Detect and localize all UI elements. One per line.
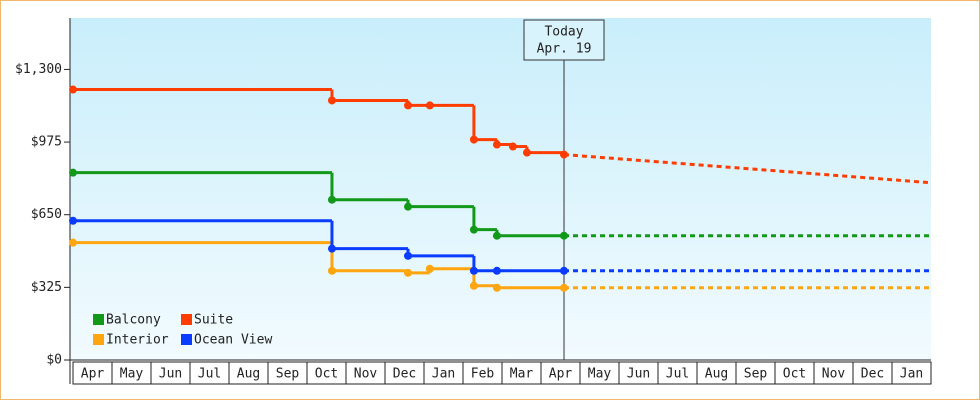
x-tick-label: Aug — [705, 367, 728, 382]
point — [560, 266, 569, 275]
x-tick-label: Nov — [822, 367, 846, 382]
x-tick-label: Aug — [237, 367, 260, 382]
point — [425, 101, 434, 110]
x-tick-label: Jun — [627, 367, 650, 382]
x-tick-label: Sep — [276, 367, 300, 382]
legend-swatch — [93, 314, 104, 325]
x-tick-label: Jan — [432, 367, 455, 382]
x-cell — [891, 361, 932, 385]
point — [469, 225, 478, 234]
x-tick-label: Mar — [510, 367, 534, 382]
point — [560, 150, 569, 159]
x-tick-label: Apr — [549, 367, 573, 382]
x-tick-label: Oct — [315, 367, 338, 382]
today-date: Apr. 19 — [537, 42, 592, 57]
point — [469, 281, 478, 290]
legend-label: Suite — [194, 313, 233, 328]
point — [404, 202, 413, 211]
point — [69, 238, 77, 247]
legend-label: Balcony — [106, 313, 161, 328]
x-tick-label: Nov — [354, 367, 378, 382]
today-title: Today — [544, 25, 583, 40]
x-tick-label: Apr — [81, 367, 105, 382]
point — [327, 244, 336, 253]
point — [404, 251, 413, 260]
point — [469, 135, 478, 144]
x-tick-label: Jul — [666, 367, 689, 382]
x-tick-label: Jun — [159, 367, 182, 382]
x-tick-label: Oct — [783, 367, 806, 382]
point — [69, 216, 77, 225]
legend-swatch — [93, 334, 104, 345]
plot-area — [70, 18, 931, 360]
x-tick-label: Dec — [393, 367, 416, 382]
y-tick-label: $325 — [31, 280, 62, 295]
point — [469, 266, 478, 275]
point — [492, 140, 501, 149]
legend-label: Ocean View — [194, 333, 272, 348]
point — [327, 266, 336, 275]
point — [560, 283, 569, 292]
x-tick-label: Sep — [744, 367, 768, 382]
x-tick-label: Jan — [900, 367, 923, 382]
y-tick-label: $650 — [31, 207, 62, 222]
point — [327, 96, 336, 105]
legend-swatch — [181, 334, 192, 345]
point — [560, 231, 569, 240]
today-box — [523, 19, 605, 61]
y-tick-label: $975 — [31, 135, 62, 150]
point — [492, 266, 501, 275]
point — [492, 283, 501, 292]
point — [69, 85, 77, 94]
point — [327, 195, 336, 204]
point — [69, 168, 77, 177]
point — [404, 268, 413, 277]
point — [492, 231, 501, 240]
point — [425, 264, 434, 273]
legend-swatch — [181, 314, 192, 325]
legend-label: Interior — [106, 333, 169, 348]
x-tick-label: Jul — [198, 367, 221, 382]
point — [404, 101, 413, 110]
point — [508, 142, 517, 151]
y-tick-label: $1,300 — [15, 62, 62, 77]
forecast-line — [563, 153, 932, 185]
x-tick-label: Dec — [861, 367, 884, 382]
y-tick-label: $0 — [46, 353, 62, 368]
x-tick-label: May — [120, 367, 144, 382]
x-tick-label: Feb — [471, 367, 495, 382]
x-tick-label: May — [588, 367, 612, 382]
point — [522, 148, 531, 157]
